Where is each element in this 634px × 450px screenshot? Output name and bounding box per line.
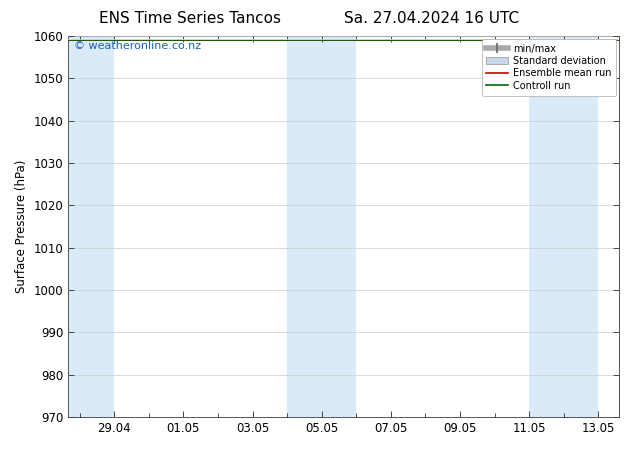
Text: © weatheronline.co.nz: © weatheronline.co.nz xyxy=(74,41,201,51)
Text: ENS Time Series Tancos: ENS Time Series Tancos xyxy=(99,11,281,26)
Y-axis label: Surface Pressure (hPa): Surface Pressure (hPa) xyxy=(15,160,28,293)
Bar xyxy=(529,36,598,417)
Bar xyxy=(68,36,114,417)
Bar xyxy=(287,36,356,417)
Legend: min/max, Standard deviation, Ensemble mean run, Controll run: min/max, Standard deviation, Ensemble me… xyxy=(482,39,616,96)
Text: Sa. 27.04.2024 16 UTC: Sa. 27.04.2024 16 UTC xyxy=(344,11,519,26)
